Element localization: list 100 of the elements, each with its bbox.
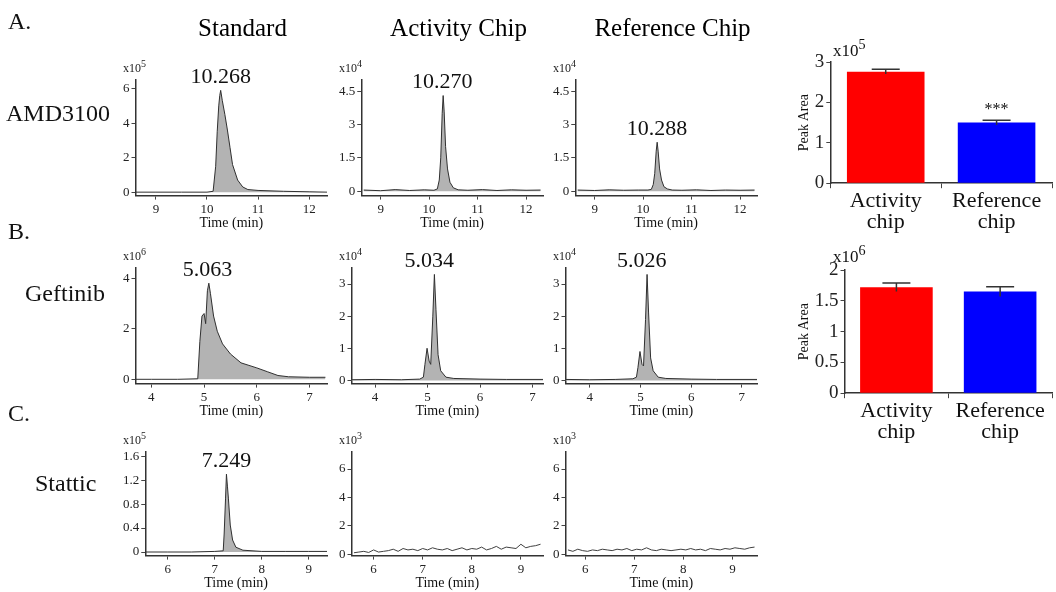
chart-title: Activity Chip xyxy=(389,14,528,42)
x-tick-label: 4 xyxy=(586,388,594,404)
y-axis-title: x10$^{3}$ xyxy=(339,430,362,448)
text: Geftinib xyxy=(25,280,105,307)
x-tick-label: 6 xyxy=(581,560,589,576)
x-tick-label: 10 xyxy=(636,200,650,216)
x-tick-label: 6 xyxy=(476,388,484,404)
annotation: 5.026 xyxy=(617,247,667,273)
y-axis-title: x10$^{6}$ xyxy=(123,246,146,264)
x-tick-label: 7 xyxy=(529,388,537,404)
x-tick-label: 9 xyxy=(517,560,525,576)
y-tick-label: 4.5 xyxy=(339,82,356,98)
x-tick-label: Reference chip xyxy=(955,397,1045,444)
x-tick-label: 7 xyxy=(211,560,219,576)
x-tick-label: 6 xyxy=(687,388,695,404)
annotation: 10.268 xyxy=(190,63,251,89)
x-tick-label: 7 xyxy=(630,560,638,576)
y-tick-label: 3 xyxy=(553,275,560,291)
y-tick-label: 1 xyxy=(339,339,346,355)
y-tick-label: 1.5 xyxy=(814,288,839,310)
x-tick-label: 8 xyxy=(258,560,265,576)
y-tick-label: 0 xyxy=(553,371,560,387)
x-tick-label: 9 xyxy=(591,200,598,216)
chart-title: Reference Chip xyxy=(593,14,752,42)
x-axis-title: Time (min) xyxy=(629,403,694,420)
x-tick-label: 11 xyxy=(685,200,698,216)
y-tick-label: 3 xyxy=(562,115,570,131)
x-axis-title: Time (min) xyxy=(415,403,480,420)
annotation: 10.288 xyxy=(626,115,688,141)
x-tick-label: 9 xyxy=(305,560,312,576)
y-tick-label: 0.4 xyxy=(123,519,140,535)
x-tick-label: 7 xyxy=(419,560,427,576)
x-tick-label: 4 xyxy=(371,388,379,404)
y-tick-label: 6 xyxy=(339,460,346,476)
y-tick-label: 2 xyxy=(123,320,130,336)
x-axis-title: Time (min) xyxy=(199,215,264,232)
x-tick-label: 6 xyxy=(164,560,172,576)
annotation: 5.034 xyxy=(404,247,455,273)
y-axis-title: x10$^{5}$ xyxy=(123,58,146,76)
x-tick-label: 9 xyxy=(729,560,736,576)
x-tick-label: 8 xyxy=(680,560,687,576)
y-tick-label: 6 xyxy=(123,80,130,96)
y-tick-label: 1 xyxy=(829,319,839,341)
y-tick-label: 0 xyxy=(814,171,825,193)
y-tick-label: 2 xyxy=(339,517,346,533)
y-axis-title: Peak Area xyxy=(796,93,812,152)
y-tick-label: 4.5 xyxy=(553,82,570,98)
y-tick-label: 2 xyxy=(814,90,825,112)
y-axis-title: x10$^{5}$ xyxy=(123,430,146,448)
x-axis-title: Time (min) xyxy=(629,575,694,592)
x-tick-label: 5 xyxy=(200,388,208,404)
y-axis-title: x10$^{4}$ xyxy=(339,246,362,264)
x-axis-title: Time (min) xyxy=(204,575,269,592)
y-tick-label: 4 xyxy=(123,114,130,130)
y-tick-label: 3 xyxy=(348,115,356,131)
text: x10$^{5}$ xyxy=(833,36,866,61)
x-tick-label: 9 xyxy=(377,200,384,216)
y-tick-label: 1.6 xyxy=(123,447,140,463)
x-tick-label: 12 xyxy=(733,200,747,216)
y-tick-label: 0 xyxy=(348,182,356,198)
annotation: 10.270 xyxy=(411,68,473,94)
y-tick-label: 6 xyxy=(553,460,560,476)
y-tick-label: 0 xyxy=(562,182,570,198)
x-tick-label: 6 xyxy=(370,560,378,576)
x-tick-label: 4 xyxy=(148,388,156,404)
y-tick-label: 0 xyxy=(339,545,346,561)
x-axis-title: Time (min) xyxy=(199,403,264,420)
y-tick-label: 0 xyxy=(339,371,346,387)
x-tick-label: 10 xyxy=(200,200,214,216)
y-axis-title: Peak Area xyxy=(796,302,812,361)
x-tick-label: Activity chip xyxy=(849,187,922,234)
x-tick-label: 9 xyxy=(152,200,160,216)
y-tick-label: 0 xyxy=(123,183,130,199)
x-tick-label: 10 xyxy=(422,200,436,216)
x-tick-label: 11 xyxy=(251,200,265,216)
y-tick-label: 3 xyxy=(339,275,346,291)
y-axis-title: x10$^{4}$ xyxy=(553,58,576,76)
y-axis-title: x10$^{4}$ xyxy=(339,58,362,76)
x-axis-title: Time (min) xyxy=(634,215,699,232)
y-tick-label: 2 xyxy=(123,149,130,165)
y-axis-title: x10$^{4}$ xyxy=(553,246,576,264)
y-tick-label: 1.5 xyxy=(553,149,570,165)
y-tick-label: 4 xyxy=(123,269,130,285)
x-axis-title: Time (min) xyxy=(420,215,485,232)
y-tick-label: 1.2 xyxy=(123,471,140,487)
y-tick-label: 0.5 xyxy=(814,350,839,372)
y-tick-label: 0 xyxy=(829,381,839,403)
y-tick-label: 1.5 xyxy=(339,149,356,165)
text: AMD3100 xyxy=(6,100,111,127)
y-tick-label: 4 xyxy=(339,488,346,504)
text: C. xyxy=(8,400,31,427)
y-tick-label: 2 xyxy=(339,307,346,323)
x-tick-label: 5 xyxy=(637,388,644,404)
x-tick-label: 11 xyxy=(471,200,484,216)
y-tick-label: 0.8 xyxy=(123,495,140,511)
x-tick-label: 6 xyxy=(253,388,261,404)
text: B. xyxy=(8,218,31,245)
annotation: 5.063 xyxy=(182,255,233,281)
x-tick-label: Activity chip xyxy=(860,397,933,444)
y-tick-label: 2 xyxy=(553,517,560,533)
